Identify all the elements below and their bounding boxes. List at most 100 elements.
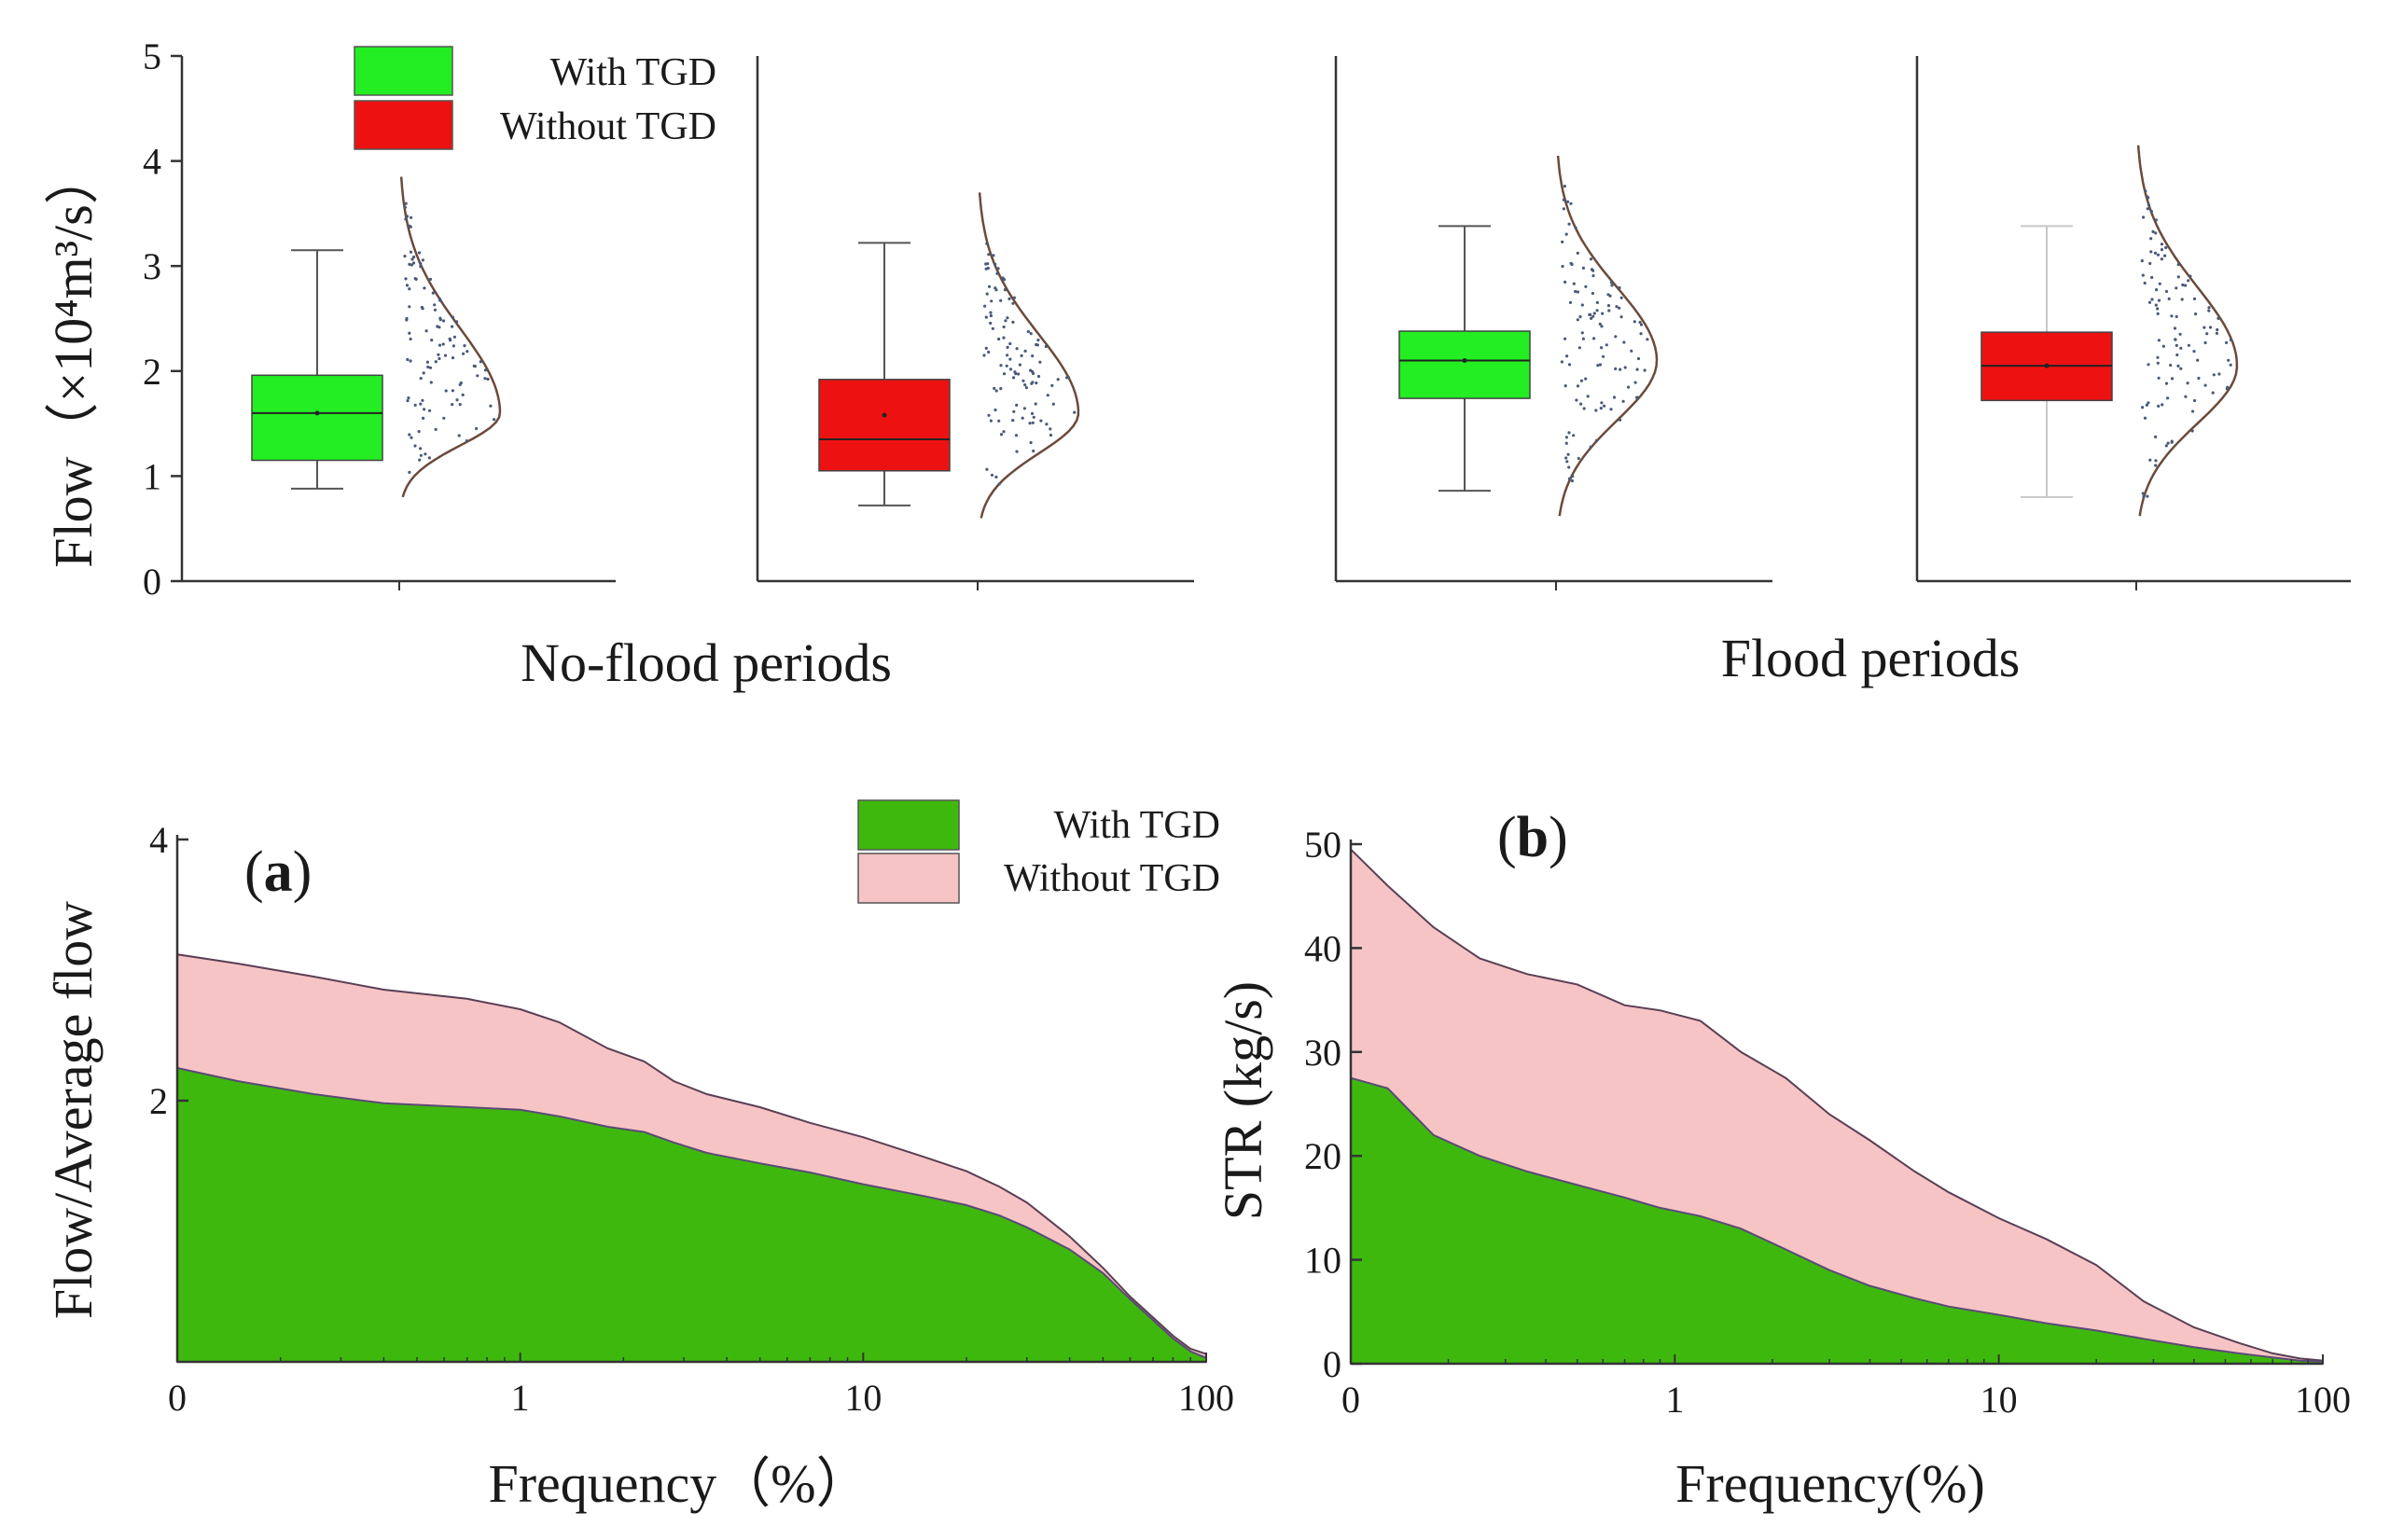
distribution-dot [997,419,1001,423]
distribution-dot [1598,363,1603,367]
xtick-label: 1 [1665,1379,1684,1421]
distribution-dot [995,271,999,275]
distribution-dot [404,201,408,205]
svg-text:Flow（×10⁴m³/s）: Flow（×10⁴m³/s） [43,150,104,567]
distribution-dot [1035,342,1038,347]
distribution-dot [1561,240,1564,243]
distribution-dot [997,337,1001,341]
xtick-label: 0 [168,1377,187,1419]
panel-b-letter: b [1517,806,1549,869]
distribution-dot [420,305,424,310]
distribution-dot [1615,305,1619,309]
distribution-dot [1574,226,1577,229]
distribution-dot [419,377,423,381]
distribution-dot [455,320,459,324]
distribution-dot [2157,339,2161,342]
axes-b: 0 1 10 100 0 10 20 30 40 50 [1304,824,2351,1421]
distribution-dot [413,277,417,281]
distribution-dot [405,215,410,218]
legend-a-label-with-tgd: With TGD [1054,804,1220,847]
chart-b: 0 1 10 100 0 10 20 30 40 50 STR (kg/s) Frequency(… [1213,806,2351,1514]
distribution-dot [451,403,454,407]
distribution-dot [1565,354,1569,358]
distribution-dot [2175,314,2178,319]
density-curve [1556,155,1659,517]
distribution-dot [2160,243,2164,246]
distribution-dot [1627,385,1631,389]
distribution-dot [419,402,423,406]
distribution-dot [1589,445,1592,449]
distribution-dot [1024,386,1028,390]
distribution-dot [419,265,423,269]
distribution-dot [1567,477,1571,480]
distribution-dot [1610,284,1614,287]
distribution-dot [438,316,442,320]
distribution-dot [2157,298,2161,302]
distribution-dot [1565,460,1569,464]
distribution-dot [1002,325,1006,329]
distribution-dot [1579,379,1584,382]
distribution-dot [441,342,445,346]
distribution-dot [465,439,468,443]
distribution-dot [428,409,432,412]
distribution-dot [999,298,1003,302]
distribution-dot [1028,422,1032,425]
distribution-dot [1014,434,1019,437]
distribution-dot [405,316,409,321]
distribution-dot [2146,494,2149,498]
distribution-dot [408,331,411,335]
distribution-dot [1007,297,1011,300]
top-yaxis-ticks: 0 1 2 3 4 5 [143,35,182,603]
distribution-dot [985,467,989,471]
distribution-dot [410,436,413,439]
distribution-dot [2202,326,2206,329]
distribution-dot [422,371,425,375]
distribution-dot [434,360,438,364]
distribution-dot [2192,350,2196,354]
distribution-dot [1563,185,1566,188]
distribution-dot [1602,354,1605,358]
box-mean-dot [314,410,320,416]
ytick-label: 2 [149,1080,168,1122]
distribution-dot [438,298,442,302]
distribution-dot [2170,440,2174,444]
distribution-dot [1006,316,1009,320]
distribution-dot [2157,404,2161,408]
distribution-dot [2212,373,2216,377]
distribution-dot [486,377,490,382]
distribution-dot [1026,329,1030,334]
distribution-dot [1034,402,1037,406]
distribution-dot [458,382,462,386]
distribution-dot [2207,309,2211,312]
distribution-dot [2175,286,2178,290]
top-ylabel-units: （×10⁴m³/s） [43,150,104,456]
group-label-flood: Flood periods [1721,628,2021,688]
distribution-dot [1045,423,1049,426]
distribution-dot [989,313,993,318]
distribution-dot [1562,207,1565,211]
distribution-dot [1008,357,1012,361]
distribution-dot [429,381,433,384]
distribution-dot [1570,479,1574,483]
distribution-dot [1574,289,1577,294]
distribution-dot [423,408,426,411]
distribution-dot [408,305,411,309]
distribution-dot [2184,395,2188,398]
distribution-dot [1633,320,1636,324]
distribution-dot [1031,421,1035,424]
distribution-dot [1601,312,1605,315]
distribution-dot [1036,374,1041,379]
distribution-dot [1562,198,1565,201]
distribution-dot [1591,274,1595,278]
distribution-dot [431,291,435,295]
distribution-dot [1577,346,1581,350]
distribution-dot [999,387,1003,391]
distribution-dot [1591,314,1595,318]
distribution-dot [417,430,421,434]
xtick-label: 100 [2295,1379,2351,1421]
distribution-dot [2193,398,2197,403]
distribution-dot [2208,326,2213,329]
distribution-dot [1011,301,1015,305]
distribution-dot [483,377,487,381]
